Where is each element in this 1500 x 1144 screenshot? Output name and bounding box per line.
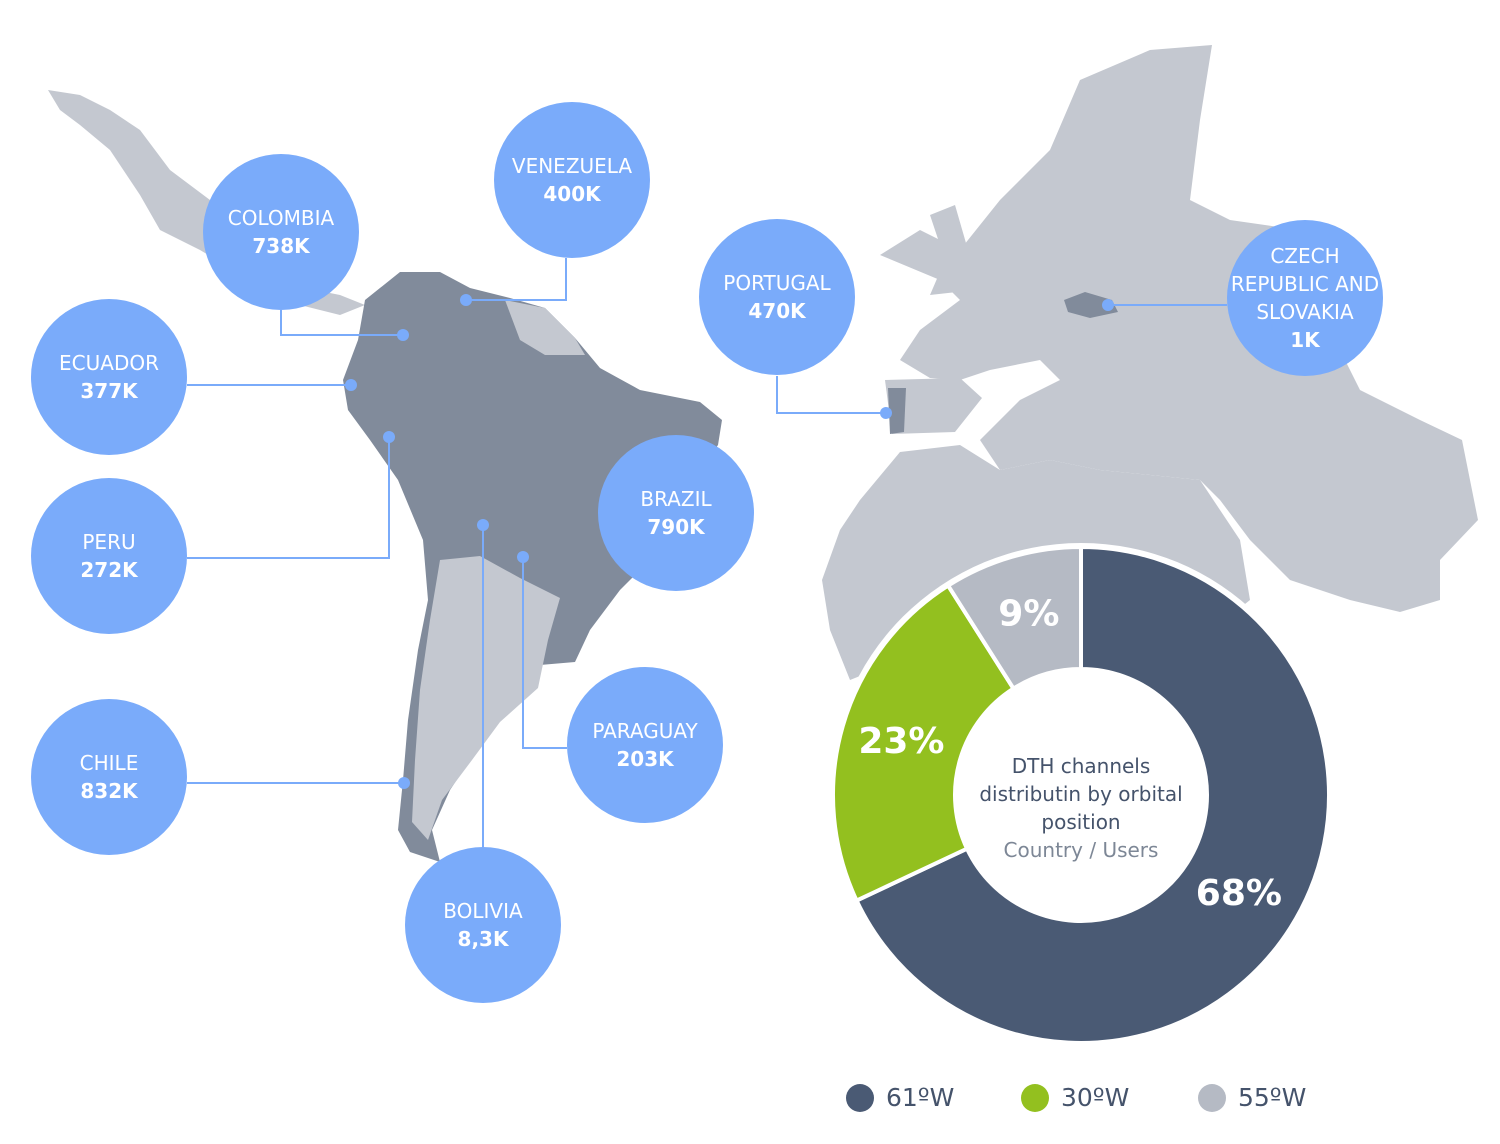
callout: CZECH REPUBLIC AND SLOVAKIA 1K (1227, 220, 1383, 376)
country: CZECH REPUBLIC AND SLOVAKIA (1230, 244, 1380, 324)
legend-label: 30ºW (1061, 1083, 1129, 1112)
donut-segment (945, 544, 1083, 692)
country: CHILE (79, 751, 139, 775)
legend-label: 55ºW (1238, 1083, 1306, 1112)
callout: BOLIVIA 8,3K (405, 847, 561, 1003)
map-region (1064, 292, 1118, 318)
legend-swatch (846, 1084, 874, 1112)
map-region (505, 300, 585, 355)
map-region (412, 556, 560, 840)
legend-label: 61ºW (886, 1083, 954, 1112)
legend-swatch (1198, 1084, 1226, 1112)
map-region (885, 378, 982, 434)
donut-segment (831, 582, 1017, 904)
map-region (48, 90, 365, 315)
country: VENEZUELA (511, 154, 633, 178)
legend-swatch (1021, 1084, 1049, 1112)
callout: PARAGUAY 203K (567, 667, 723, 823)
map-region (930, 205, 975, 295)
callout: VENEZUELA 400K (494, 102, 650, 258)
users: 203K (616, 747, 674, 771)
data-label: 68% (1196, 873, 1282, 914)
legend: 61ºW 30ºW 55ºW (846, 1083, 1306, 1112)
map-region (880, 45, 1478, 612)
country: COLOMBIA (227, 206, 335, 230)
users: 377K (80, 379, 138, 403)
country: BRAZIL (640, 487, 712, 511)
country: PARAGUAY (592, 719, 698, 743)
country: PORTUGAL (723, 271, 831, 295)
map-region (888, 388, 906, 434)
callout: PERU 272K (31, 478, 187, 634)
data-label: 9% (998, 593, 1059, 634)
users: 1K (1290, 328, 1320, 352)
users: 470K (748, 299, 806, 323)
callout: BRAZIL 790K (598, 435, 754, 591)
country: ECUADOR (59, 351, 159, 375)
data-label: 23% (858, 721, 944, 762)
country: PERU (82, 530, 136, 554)
donut-center: DTH channels distributin by orbital posi… (961, 752, 1201, 864)
callout: ECUADOR 377K (31, 299, 187, 455)
chart-title: DTH channels distributin by orbital posi… (979, 754, 1183, 834)
callout: COLOMBIA 738K (203, 154, 359, 310)
chart-subtitle: Country / Users (1003, 838, 1159, 862)
users: 832K (80, 779, 138, 803)
users: 400K (543, 182, 601, 206)
donut: 68% 23% 9% (829, 543, 1333, 1047)
users: 8,3K (457, 927, 509, 951)
country: BOLIVIA (443, 899, 523, 923)
connectors (187, 258, 1227, 848)
donut-segment (853, 544, 1331, 1045)
callout: CHILE 832K (31, 699, 187, 855)
users: 272K (80, 558, 138, 582)
users: 790K (647, 515, 705, 539)
users: 738K (252, 234, 310, 258)
callout: PORTUGAL 470K (699, 219, 855, 375)
